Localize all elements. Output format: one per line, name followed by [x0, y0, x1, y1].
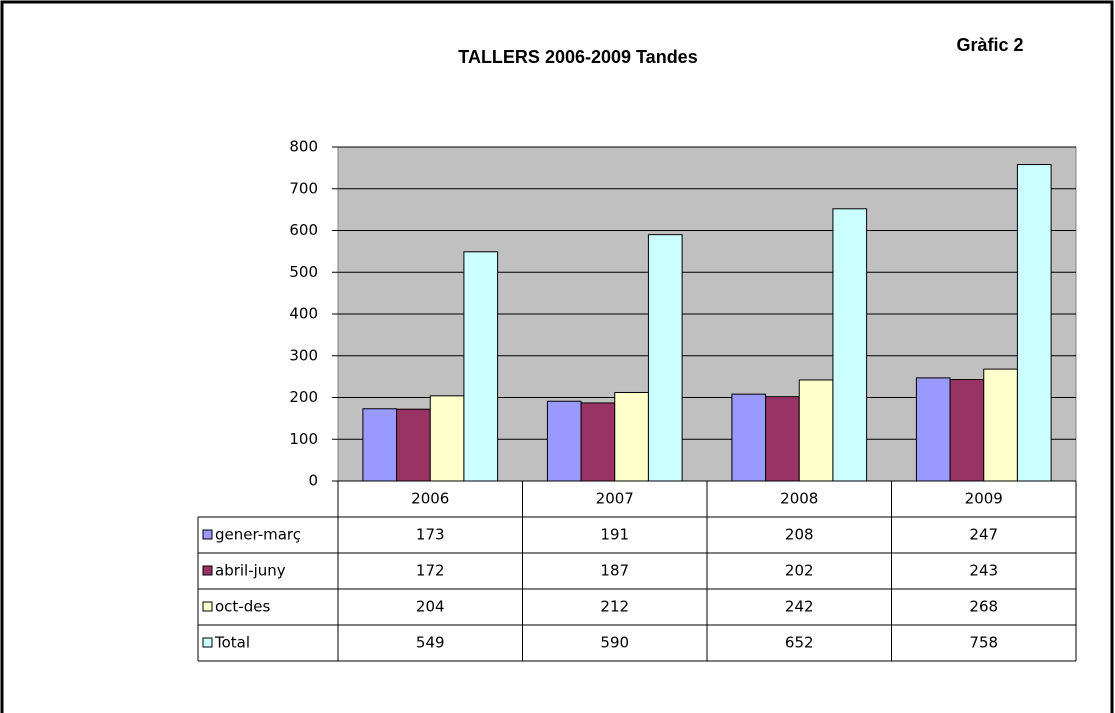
- bar: [765, 396, 800, 482]
- bar: [731, 393, 767, 482]
- table-value: 247: [969, 526, 998, 544]
- y-tick-label: 300: [289, 346, 318, 364]
- table-value: 268: [969, 598, 998, 616]
- y-tick-label: 100: [289, 430, 318, 448]
- bar: [1016, 164, 1052, 482]
- table-value: 549: [416, 634, 445, 652]
- legend-label: oct-des: [215, 598, 270, 616]
- x-tick-label: 2009: [965, 490, 1003, 508]
- table-value: 212: [600, 598, 629, 616]
- table-value: 208: [785, 526, 814, 544]
- bar: [429, 395, 465, 482]
- legend-swatch: [202, 565, 213, 576]
- x-tick-label: 2008: [780, 490, 818, 508]
- table-value: 242: [785, 598, 814, 616]
- y-tick-label: 0: [308, 472, 318, 490]
- y-tick-label: 800: [289, 138, 318, 156]
- chart-title: TALLERS 2006-2009 Tandes: [458, 47, 697, 67]
- table-value: 202: [785, 562, 814, 580]
- bar: [983, 368, 1018, 482]
- legend-swatch: [202, 529, 213, 540]
- y-tick-label: 700: [289, 179, 318, 197]
- table-value: 187: [600, 562, 629, 580]
- y-tick-label: 500: [289, 263, 318, 281]
- legend-label: gener-març: [215, 526, 301, 544]
- y-tick-label: 600: [289, 221, 318, 239]
- bar: [832, 208, 868, 482]
- x-tick-label: 2007: [596, 490, 634, 508]
- legend-label: Total: [214, 634, 250, 652]
- bar: [463, 251, 499, 482]
- bar: [798, 379, 834, 482]
- legend-swatch: [202, 601, 213, 612]
- bar: [949, 379, 985, 482]
- chart-subtitle: Gràfic 2: [956, 35, 1023, 55]
- legend-label: abril-juny: [215, 562, 286, 580]
- y-tick-label: 200: [289, 388, 318, 406]
- table-value: 191: [600, 526, 629, 544]
- bar: [614, 391, 649, 482]
- bar: [580, 402, 616, 482]
- x-tick-label: 2006: [411, 490, 449, 508]
- y-tick-label: 400: [289, 305, 318, 323]
- bar: [396, 408, 431, 482]
- bar: [915, 377, 951, 482]
- table-value: 243: [969, 562, 998, 580]
- table-value: 758: [969, 634, 998, 652]
- table-value: 652: [785, 634, 814, 652]
- legend-swatch: [202, 637, 213, 648]
- table-value: 172: [416, 562, 445, 580]
- bar: [546, 400, 582, 482]
- bar: [647, 234, 683, 482]
- table-value: 173: [416, 526, 445, 544]
- bar: [362, 408, 398, 482]
- table-value: 590: [600, 634, 629, 652]
- table-value: 204: [416, 598, 445, 616]
